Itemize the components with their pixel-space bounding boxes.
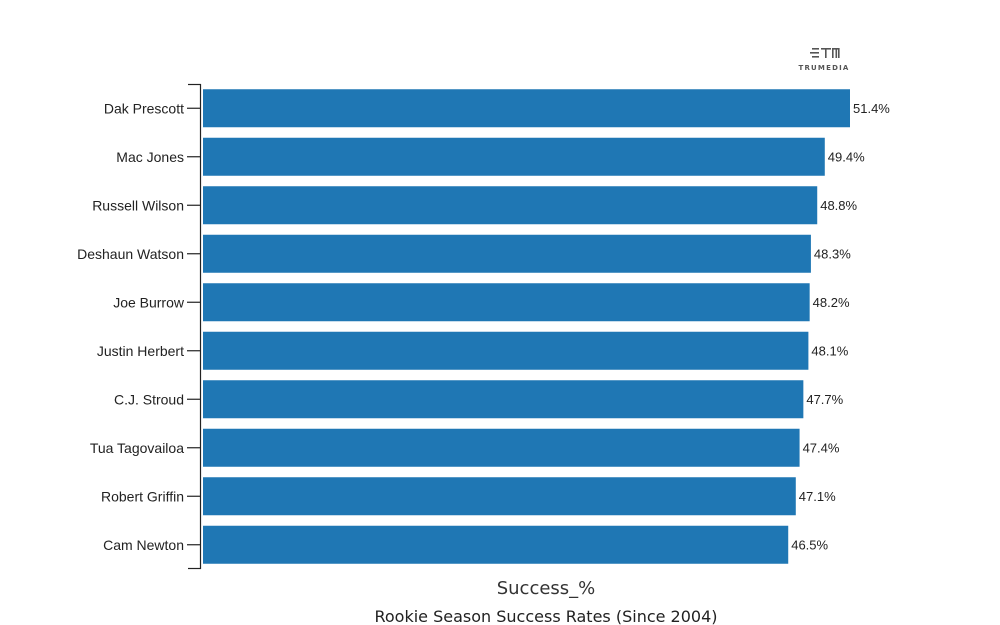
bar-value-label: 48.2% bbox=[813, 295, 850, 310]
labels: Dak Prescott 51.4% Mac Jones 49.4% Russell W… bbox=[77, 100, 890, 553]
bar bbox=[203, 89, 850, 128]
bar-value-label: 47.4% bbox=[803, 440, 840, 455]
y-tick-label: Deshaun Watson bbox=[77, 246, 184, 262]
bar bbox=[203, 477, 796, 516]
y-axis bbox=[187, 83, 202, 570]
y-tick-label: Joe Burrow bbox=[113, 294, 185, 310]
bars bbox=[203, 89, 850, 564]
bar bbox=[203, 428, 800, 467]
bar bbox=[203, 234, 811, 273]
bar-value-label: 47.1% bbox=[799, 489, 836, 504]
bar-value-label: 48.8% bbox=[820, 198, 857, 213]
y-tick-label: C.J. Stroud bbox=[114, 391, 184, 407]
trumedia-logo-text: TRUMEDIA bbox=[798, 64, 849, 72]
x-axis-title: Success_% bbox=[497, 578, 596, 599]
bar-value-label: 48.1% bbox=[811, 343, 848, 358]
bar bbox=[203, 283, 810, 322]
y-tick-label: Tua Tagovailoa bbox=[90, 440, 184, 456]
y-tick-label: Dak Prescott bbox=[104, 100, 184, 116]
y-tick-label: Justin Herbert bbox=[97, 343, 184, 359]
bar bbox=[203, 137, 825, 176]
bar bbox=[203, 525, 789, 564]
y-tick-label: Mac Jones bbox=[116, 149, 184, 165]
y-tick-label: Russell Wilson bbox=[92, 197, 184, 213]
bar bbox=[203, 186, 818, 225]
bar bbox=[203, 331, 809, 370]
trumedia-logo-mark bbox=[810, 48, 840, 58]
bar-value-label: 49.4% bbox=[828, 149, 865, 164]
bar-value-label: 47.7% bbox=[806, 392, 843, 407]
bar-value-label: 48.3% bbox=[814, 246, 851, 261]
bar-value-label: 46.5% bbox=[791, 537, 828, 552]
bar-value-label: 51.4% bbox=[853, 101, 890, 116]
bar bbox=[203, 380, 804, 419]
y-tick-label: Cam Newton bbox=[103, 537, 184, 553]
chart-caption: Rookie Season Success Rates (Since 2004) bbox=[374, 607, 717, 625]
y-tick-label: Robert Griffin bbox=[101, 488, 184, 504]
trumedia-logo: TRUMEDIA bbox=[798, 48, 849, 72]
